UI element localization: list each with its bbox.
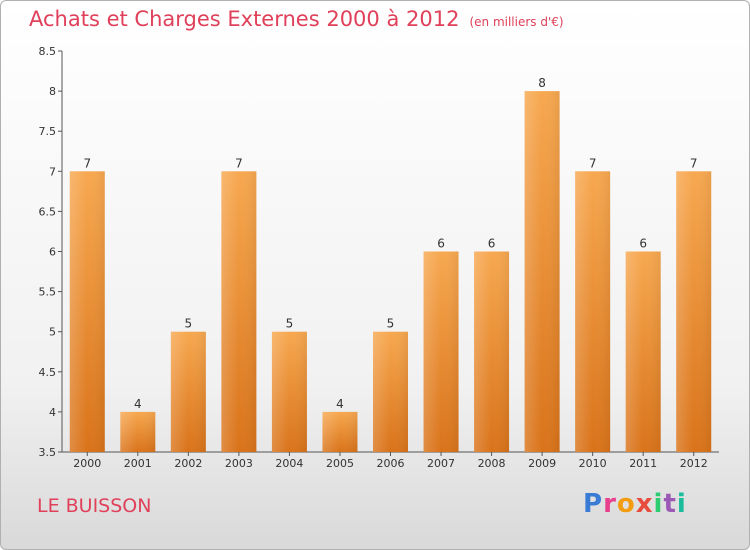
bar-shine: [423, 251, 459, 452]
bar-shine: [69, 171, 105, 453]
data-label: 7: [235, 156, 243, 170]
x-tick-label: 2005: [326, 457, 354, 470]
data-label: 5: [387, 317, 395, 331]
bar-shine: [676, 171, 712, 453]
y-tick-label: 4.5: [39, 366, 57, 379]
x-tick-label: 2003: [225, 457, 253, 470]
logo-letter: x: [635, 489, 654, 519]
bars-group: [69, 91, 712, 453]
x-tick-label: 2007: [427, 457, 455, 470]
logo-letter: i: [676, 489, 687, 519]
x-tick-label: 2009: [528, 457, 556, 470]
data-label: 5: [286, 317, 294, 331]
data-label: 7: [690, 156, 698, 170]
y-tick-label: 3.5: [39, 446, 57, 459]
y-tick-label: 5.5: [39, 286, 57, 299]
y-tick-label: 8.5: [39, 45, 57, 58]
y-tick-label: 7.5: [39, 125, 57, 138]
data-label: 8: [538, 76, 546, 90]
x-tick-label: 2004: [275, 457, 303, 470]
bar-shine: [271, 331, 307, 452]
data-label: 6: [437, 237, 445, 251]
bar-shine: [625, 251, 661, 452]
chart-title: Achats et Charges Externes 2000 à 2012 (e…: [29, 7, 564, 31]
bar-shine: [474, 251, 510, 452]
bar-shine: [221, 171, 257, 453]
x-tick-label: 2006: [377, 457, 405, 470]
data-label: 4: [336, 397, 344, 411]
data-label: 4: [134, 397, 142, 411]
logo-letter: P: [583, 489, 604, 519]
title-text: Achats et Charges Externes 2000 à 2012: [29, 7, 460, 31]
y-tick-label: 6.5: [39, 205, 57, 218]
y-tick-label: 4: [49, 406, 56, 419]
logo-letter: o: [616, 489, 636, 519]
bar-shine: [373, 331, 408, 452]
data-label: 7: [83, 156, 91, 170]
unit-label: (en milliers d'€): [469, 15, 564, 29]
logo-letter: t: [663, 489, 677, 519]
y-tick-label: 7: [49, 165, 56, 178]
x-tick-label: 2012: [680, 457, 708, 470]
x-tick-label: 2008: [478, 457, 506, 470]
logo-letter: r: [603, 489, 617, 519]
bar-shine: [575, 171, 611, 453]
y-tick-label: 5: [49, 326, 56, 339]
x-tick-label: 2002: [174, 457, 202, 470]
bar-shine: [120, 411, 156, 452]
x-tick-label: 2010: [579, 457, 607, 470]
logo-letter: i: [653, 489, 664, 519]
bar-shine: [524, 91, 560, 452]
x-tick-label: 2001: [124, 457, 152, 470]
y-tick-label: 8: [49, 85, 56, 98]
x-tick-label: 2011: [629, 457, 657, 470]
data-label: 5: [185, 317, 193, 331]
bar-shine: [170, 331, 206, 452]
bar-shine: [322, 411, 358, 452]
proxiti-logo[interactable]: Proxiti: [583, 489, 687, 519]
data-label: 6: [488, 237, 496, 251]
y-tick-label: 6: [49, 246, 56, 259]
place-name: LE BUISSON: [37, 495, 152, 517]
data-label: 7: [589, 156, 597, 170]
x-tick-label: 2000: [73, 457, 101, 470]
labels-group: 7 2000 4 2001 5 2002 7 2003 5 2004 4 2005 5 2006 6 2007…: [73, 76, 707, 470]
data-label: 6: [639, 237, 647, 251]
